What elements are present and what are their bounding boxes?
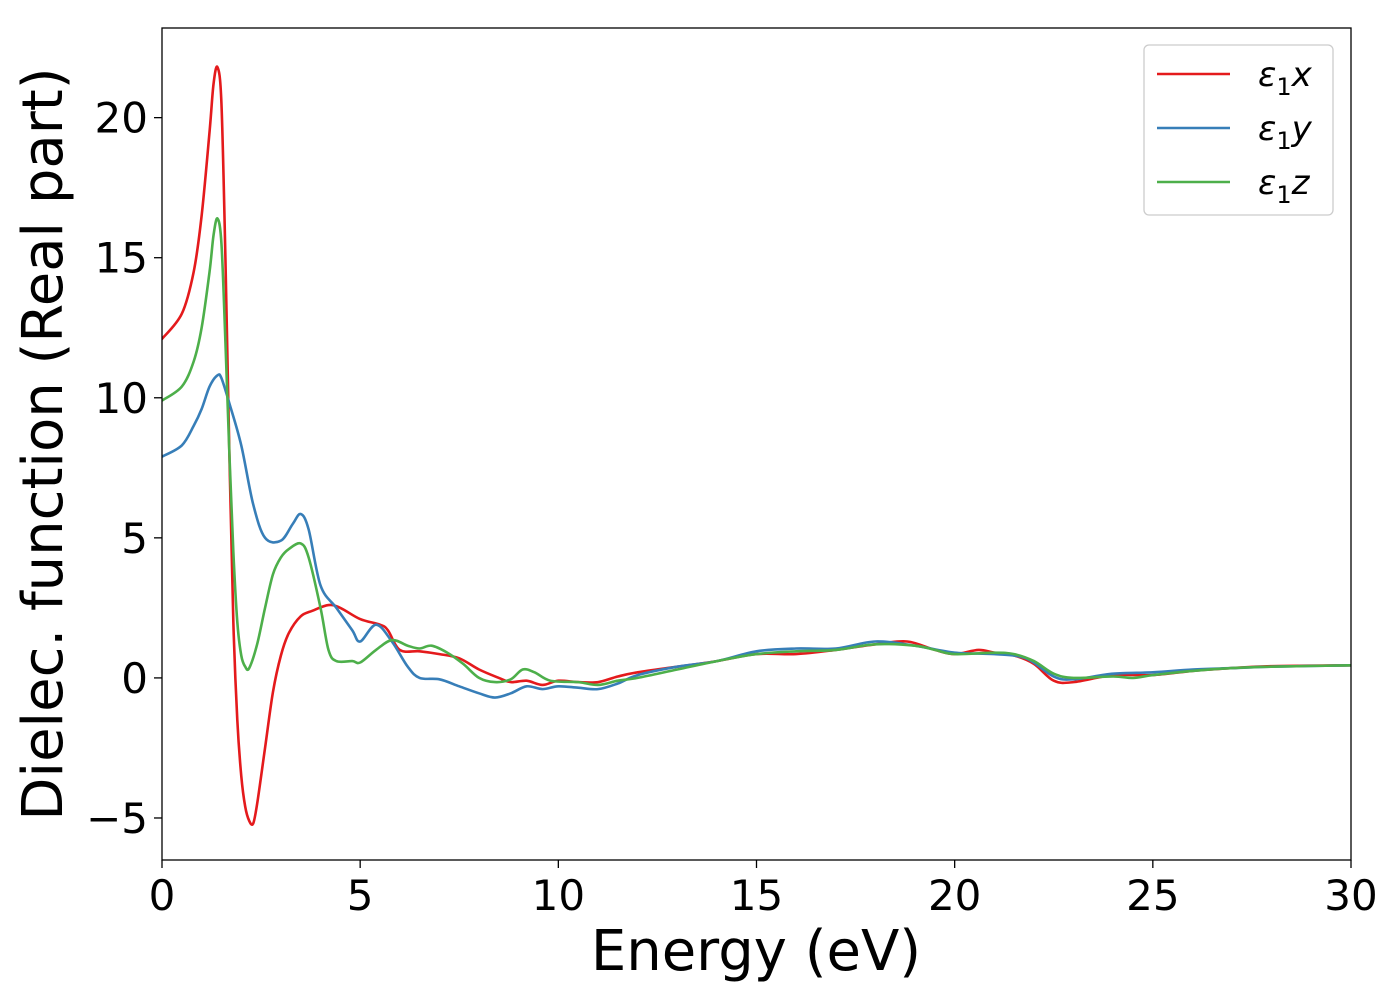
series-line-z [162, 217, 1351, 687]
legend-box [1143, 44, 1334, 216]
legend-label: ε1x [1258, 55, 1313, 101]
y-tick-label: −5 [86, 794, 148, 843]
y-tick-label: 10 [95, 374, 148, 423]
x-tick-label: 5 [347, 871, 374, 920]
series-layer [162, 65, 1351, 827]
legend-entry-y: ε1y [1157, 109, 1313, 155]
y-tick-label: 15 [95, 234, 148, 283]
x-tick-label: 25 [1126, 871, 1179, 920]
legend-label: ε1y [1258, 109, 1313, 155]
legend-entry-z: ε1z [1157, 163, 1311, 209]
x-tick-label: 30 [1324, 871, 1377, 920]
y-tick-label: 20 [95, 94, 148, 143]
y-tick-label: 5 [121, 514, 148, 563]
x-tick-label: 20 [928, 871, 981, 920]
y-axis: −5 0 5 10 15 20 [86, 94, 162, 843]
x-axis-title: Energy (eV) [591, 919, 921, 984]
y-axis-title: Dielec. function (Real part) [11, 67, 76, 820]
series-line-y [162, 373, 1351, 699]
legend-label: ε1z [1258, 163, 1311, 209]
x-tick-label: 10 [532, 871, 585, 920]
y-tick-label: 0 [121, 654, 148, 703]
x-tick-label: 15 [730, 871, 783, 920]
legend: ε1x ε1y ε1z [1143, 44, 1334, 216]
x-axis: 0 5 10 15 20 25 30 [149, 860, 1378, 920]
legend-entry-x: ε1x [1157, 55, 1313, 101]
x-tick-label: 0 [149, 871, 176, 920]
